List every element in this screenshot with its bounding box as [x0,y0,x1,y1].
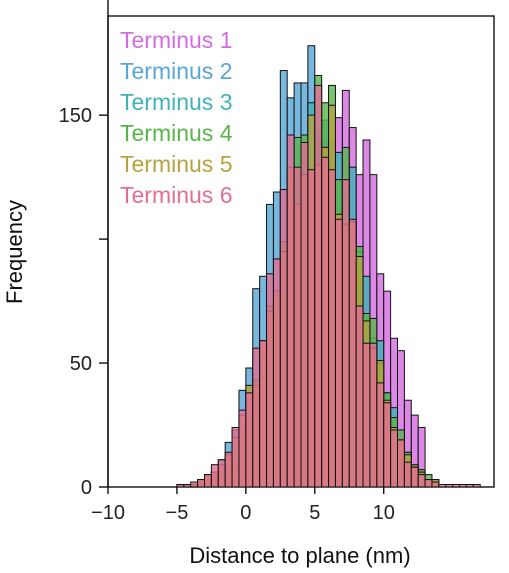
bar [279,189,288,488]
bar [314,84,323,488]
bar [300,141,309,488]
y-tick-label: 150 [59,105,92,127]
bar [231,427,240,488]
bar [459,484,467,488]
bar [245,392,254,488]
bar [321,156,330,488]
x-tick-label: −5 [166,502,189,524]
bar [307,169,316,488]
bar [328,169,336,488]
legend-entry: Terminus 6 [120,182,232,208]
bar [452,484,461,488]
bar [252,347,261,488]
bar [238,409,247,488]
y-axis: 0 50 150 [59,0,109,499]
bar [176,484,185,488]
bar [286,134,295,488]
x-axis-title: Distance to plane (nm) [189,543,410,568]
bar [210,464,219,488]
bar [217,459,226,488]
bar [272,258,281,488]
bar [224,451,233,488]
bar [438,484,447,488]
bar [403,461,412,488]
bar [472,484,481,488]
legend-entry: Terminus 2 [120,58,232,84]
bar [259,340,268,488]
legend-entry: Terminus 1 [120,27,232,53]
x-tick-label: 0 [240,502,251,524]
histogram-bars [176,45,481,488]
bar [341,179,350,488]
bar [383,402,392,488]
bar [266,273,274,488]
bar [355,305,364,488]
bar [204,474,212,488]
x-tick-label: 5 [309,502,320,524]
legend: Terminus 1 Terminus 2 Terminus 3 Terminus 4… [120,27,233,208]
bar [334,218,343,488]
x-axis: −10 −5 0 5 10 [91,487,395,524]
bar [183,484,192,488]
bar [390,429,398,488]
legend-entry: Terminus 3 [120,89,232,115]
bar [397,439,405,488]
legend-entry: Terminus 4 [120,120,233,146]
x-tick-label: −10 [91,502,125,524]
bar [369,342,378,488]
bar [424,479,433,488]
y-tick-label: 0 [81,477,92,499]
bar [197,479,206,488]
bar [417,474,426,488]
y-axis-title: Frequency [2,200,27,304]
bar [190,481,199,488]
bar [431,481,440,488]
bar [348,218,357,488]
bar [362,342,371,488]
bar [445,484,454,488]
legend-entry: Terminus 5 [120,151,232,177]
series-6-bars [176,84,481,488]
y-tick-label: 50 [70,353,92,375]
bar [293,166,302,488]
bar [410,466,419,488]
bar [465,484,474,488]
x-tick-label: 10 [373,502,395,524]
bar [376,382,385,488]
